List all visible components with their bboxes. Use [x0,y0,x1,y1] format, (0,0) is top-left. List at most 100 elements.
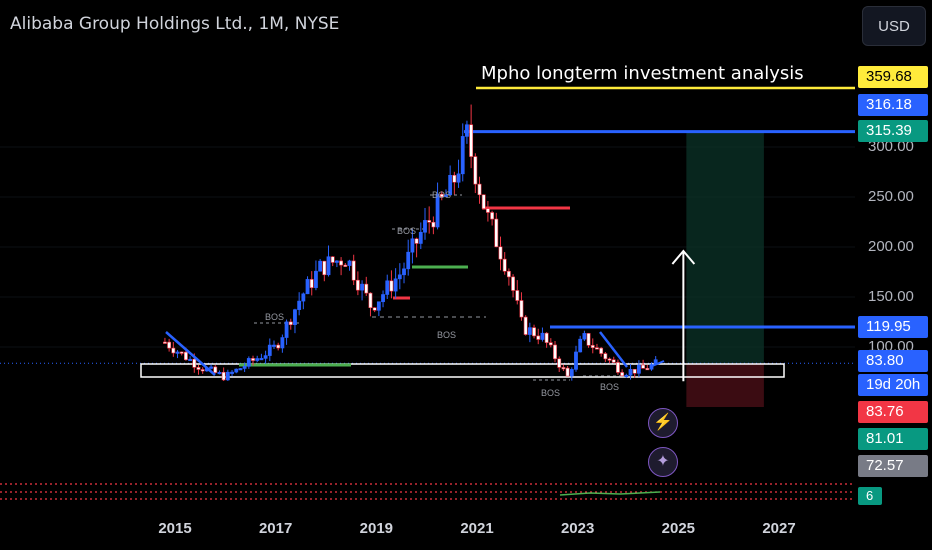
candle-body [569,369,574,377]
position-zones [686,131,764,407]
candle-body [599,347,604,354]
bos-label: BOS [600,382,620,392]
candle-body [439,193,444,198]
lightning-icon[interactable]: ⚡ [648,408,678,438]
profit-zone [686,131,764,364]
candle-body [490,212,495,220]
candle-body [448,175,453,196]
level-lines [0,86,855,381]
candle-body [402,268,406,276]
x-tick-label: 2027 [762,520,796,537]
support-zone [140,363,785,378]
candle-body [553,344,557,360]
y-tick-label: 200.00 [868,238,914,255]
candle-body [410,238,415,253]
candle-body [188,358,193,362]
x-tick-label: 2023 [560,520,595,537]
candle-body [506,270,511,278]
price-tag: 19d 20h [858,374,928,396]
candle-body [293,309,297,325]
candle-body [263,355,268,359]
candle-body [540,332,545,340]
candle-body [381,294,385,303]
candle-body [637,364,641,374]
candle-body [376,301,381,311]
candle-body [230,371,234,374]
candle-body [184,351,188,361]
candle-body [532,327,536,337]
candle-body [452,175,457,183]
candle-body [632,369,637,374]
trendline [599,331,628,368]
candle-body [548,342,553,346]
x-tick-label: 2025 [661,520,696,537]
candle-body [175,351,180,354]
candle-body [209,366,213,369]
candle-body [523,316,528,335]
x-tick-label: 2015 [158,520,192,537]
price-tag: 359.68 [858,66,928,88]
candle-body [343,264,348,267]
candle-body [330,256,335,263]
candle-body [192,358,197,368]
candle-body [251,358,255,361]
candle-body [301,293,306,302]
candle-body [561,367,566,370]
candle-body [498,246,503,260]
indicator-signal [559,491,661,496]
candle-body [423,220,427,233]
candle-body [355,279,360,291]
x-tick-label: 2017 [258,520,293,537]
candle-body [284,321,289,338]
candle-body [339,260,344,266]
overlay-drawings [0,249,855,500]
candle-body [502,258,507,272]
candle-body [372,307,377,311]
candle-body [368,292,373,309]
candle-body [276,344,281,349]
candle-body [397,274,402,280]
candle-body [444,194,448,198]
candle-body [519,300,524,318]
candle-body [473,156,478,185]
price-tag: 316.18 [858,94,928,116]
candle-body [280,337,285,349]
trendline [649,360,665,368]
candles [163,104,658,382]
candle-body [544,332,549,343]
candle-body [494,218,499,248]
bos-label: BOS [541,388,561,398]
candle-body [309,279,314,288]
candle-body [305,279,310,295]
candle-body [259,358,264,361]
candle-body [213,366,218,373]
candle-body [242,366,247,369]
sparkle-icon[interactable]: ✦ [648,447,678,477]
candle-body [272,344,276,347]
candle-body [314,270,318,288]
candle-body [628,369,633,376]
bos-label: BOS [265,312,285,322]
candle-body [465,124,469,137]
candle-body [486,208,490,213]
candle-body [418,231,423,244]
candle-body [217,371,222,375]
candle-body [574,351,578,370]
candle-body [351,260,356,281]
indicator-value-tag: 6 [858,487,882,505]
price-tag: 119.95 [858,316,928,338]
x-tick-label: 2021 [460,520,494,537]
candle-body [255,358,260,361]
candle-body [347,260,352,266]
candle-body [234,368,239,373]
candle-body [565,367,570,377]
candle-body [590,345,595,348]
candle-body [620,372,625,377]
price-tag: 81.01 [858,428,928,450]
candle-body [322,260,327,276]
candle-body [267,344,272,356]
currency-button[interactable]: USD [862,6,926,46]
price-tag: 315.39 [858,120,928,142]
candle-body [196,367,201,370]
